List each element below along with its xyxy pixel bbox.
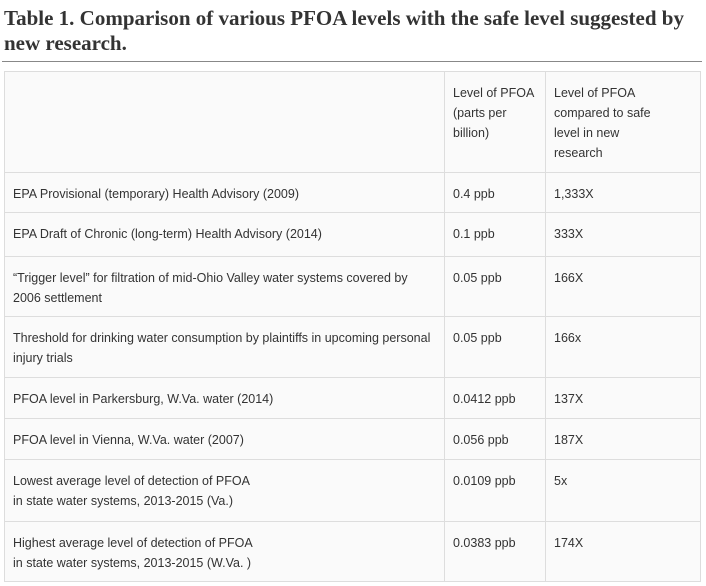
table-row: “Trigger level” for filtration of mid-Oh… xyxy=(4,256,701,317)
table-cell: 0.0383 ppb xyxy=(444,521,546,582)
table-cell: 0.1 ppb xyxy=(444,212,546,257)
table-cell: 333X xyxy=(545,212,701,257)
table-row: PFOA level in Vienna, W.Va. water (2007)… xyxy=(4,418,701,460)
table-cell: 0.056 ppb xyxy=(444,418,546,460)
table-cell: 137X xyxy=(545,377,701,419)
header-row: Level of PFOA (parts per billion) Level o… xyxy=(4,71,701,173)
table-row: Lowest average level of detection of PFO… xyxy=(4,459,701,522)
table-row: EPA Draft of Chronic (long-term) Health … xyxy=(4,212,701,257)
table-row: Threshold for drinking water consumption… xyxy=(4,316,701,378)
table-cell: 187X xyxy=(545,418,701,460)
table-row: PFOA level in Parkersburg, W.Va. water (… xyxy=(4,377,701,419)
comparison-table: Level of PFOA (parts per billion) Level o… xyxy=(4,71,701,582)
table-cell: Lowest average level of detection of PFO… xyxy=(4,459,445,522)
table-cell: Highest average level of detection of PF… xyxy=(4,521,445,582)
table-cell: 166x xyxy=(545,316,701,378)
table-cell: 166X xyxy=(545,256,701,317)
header-cell: Level of PFOA compared to safe level in … xyxy=(545,71,701,173)
table-row: Highest average level of detection of PF… xyxy=(4,521,701,582)
table-cell: PFOA level in Vienna, W.Va. water (2007) xyxy=(4,418,445,460)
table-cell: Threshold for drinking water consumption… xyxy=(4,316,445,378)
title-rule xyxy=(2,61,702,62)
table-cell: “Trigger level” for filtration of mid-Oh… xyxy=(4,256,445,317)
table-cell: 0.05 ppb xyxy=(444,256,546,317)
table-cell: EPA Draft of Chronic (long-term) Health … xyxy=(4,212,445,257)
table-cell: 1,333X xyxy=(545,172,701,213)
table-cell: 0.4 ppb xyxy=(444,172,546,213)
table-cell: 0.0412 ppb xyxy=(444,377,546,419)
table-row: EPA Provisional (temporary) Health Advis… xyxy=(4,172,701,213)
table-cell: 5x xyxy=(545,459,701,522)
table-cell: 174X xyxy=(545,521,701,582)
table-cell: 0.05 ppb xyxy=(444,316,546,378)
table-title: Table 1. Comparison of various PFOA leve… xyxy=(4,6,684,55)
table-cell: PFOA level in Parkersburg, W.Va. water (… xyxy=(4,377,445,419)
header-cell: Level of PFOA (parts per billion) xyxy=(444,71,546,173)
header-cell xyxy=(4,71,445,173)
table-cell: 0.0109 ppb xyxy=(444,459,546,522)
table-cell: EPA Provisional (temporary) Health Advis… xyxy=(4,172,445,213)
